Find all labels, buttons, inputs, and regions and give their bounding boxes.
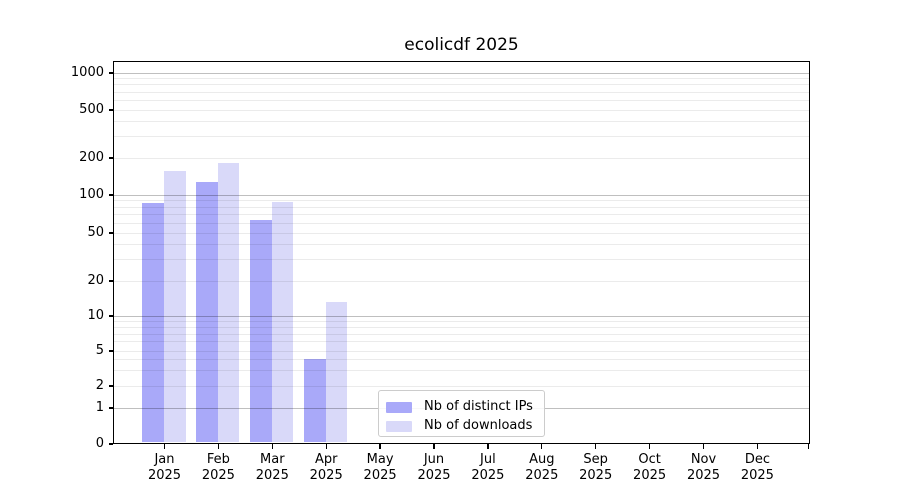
- legend-swatch-downloads: [386, 421, 412, 432]
- y-axis-tick-label: 5: [95, 343, 104, 358]
- y-axis-tick-mark: [108, 407, 113, 409]
- x-axis-tick-label: Jan 2025: [147, 452, 182, 483]
- y-axis-tick-mark: [108, 350, 113, 352]
- grid-line-minor: [114, 214, 809, 216]
- grid-line-minor: [114, 157, 809, 159]
- grid-line-minor: [114, 326, 809, 328]
- bar-distinct-ips: [250, 219, 272, 442]
- x-axis-tick-mark: [325, 444, 327, 449]
- grid-line-minor: [114, 99, 809, 101]
- y-axis-tick-label: 100: [79, 187, 104, 202]
- x-axis-tick-mark: [702, 444, 705, 449]
- x-axis-tick-label: May 2025: [363, 452, 397, 483]
- legend-item-distinct-ips: Nb of distinct IPs: [379, 399, 544, 415]
- grid-line-minor: [114, 136, 809, 138]
- y-axis-tick-mark: [108, 194, 113, 196]
- y-axis-tick-label: 50: [87, 225, 104, 240]
- grid-line-minor: [114, 259, 809, 261]
- x-axis-tick-mark: [163, 444, 166, 449]
- x-axis-tick-mark: [541, 444, 543, 449]
- y-axis-tick-mark: [108, 232, 113, 234]
- grid-line-minor: [114, 320, 809, 322]
- y-axis-tick-label: 0: [95, 436, 104, 451]
- grid-line-major: [114, 72, 809, 74]
- y-axis-tick-label: 10: [87, 308, 104, 323]
- y-axis-tick-label: 1000: [70, 65, 104, 80]
- grid-line-minor: [114, 232, 809, 234]
- grid-line-minor: [114, 200, 809, 202]
- x-axis-tick-mark: [217, 444, 220, 449]
- x-axis-tick-mark: [379, 444, 381, 449]
- chart-title: ecolicdf 2025: [404, 35, 519, 55]
- y-axis-tick-mark: [108, 443, 113, 445]
- x-axis-tick-mark: [756, 444, 759, 449]
- grid-line-minor: [114, 333, 809, 335]
- grid-line-minor: [114, 91, 809, 93]
- x-axis-edge-tick-mark: [808, 444, 810, 449]
- y-axis-tick-mark: [108, 385, 113, 387]
- x-axis-tick-label: Sep 2025: [579, 452, 613, 483]
- bar-downloads: [271, 202, 294, 442]
- bar-downloads: [325, 302, 348, 442]
- y-axis-tick-mark: [108, 157, 113, 159]
- grid-line-minor: [114, 385, 809, 387]
- bar-downloads: [164, 171, 186, 442]
- y-axis-tick-label: 500: [79, 102, 104, 117]
- grid-line-minor: [114, 244, 809, 246]
- x-axis-tick-label: Feb 2025: [201, 452, 235, 483]
- x-axis-tick-label: Jun 2025: [417, 452, 451, 483]
- x-axis-tick-mark: [595, 444, 597, 449]
- x-axis-tick-mark: [648, 444, 651, 449]
- x-axis-tick-label: Apr 2025: [309, 452, 343, 483]
- grid-line-minor: [114, 359, 809, 361]
- y-axis-tick-mark: [108, 315, 113, 317]
- grid-line-major: [114, 315, 809, 317]
- grid-line-minor: [114, 206, 809, 208]
- grid-line-minor: [114, 341, 809, 343]
- x-axis-tick-mark: [433, 444, 435, 449]
- legend-label: Nb of downloads: [424, 418, 533, 433]
- y-axis-tick-mark: [108, 109, 113, 111]
- bar-distinct-ips: [196, 181, 218, 442]
- x-axis-tick-label: Dec 2025: [740, 452, 774, 483]
- grid-line-minor: [114, 84, 809, 86]
- legend: Nb of distinct IPs Nb of downloads: [378, 390, 545, 437]
- y-axis-tick-mark: [108, 72, 113, 74]
- grid-line-minor: [114, 222, 809, 224]
- y-axis-tick-label: 1: [95, 400, 104, 415]
- grid-line-major: [114, 194, 809, 196]
- x-axis-tick-label: Mar 2025: [255, 452, 289, 483]
- y-axis-tick-label: 20: [87, 273, 104, 288]
- y-axis-tick-label: 200: [79, 150, 104, 165]
- grid-line-minor: [114, 280, 809, 282]
- x-axis-tick-mark: [487, 444, 489, 449]
- grid-line-minor: [114, 109, 809, 111]
- legend-swatch-distinct-ips: [386, 402, 412, 413]
- y-axis-tick-label: 2: [95, 378, 104, 393]
- legend-label: Nb of distinct IPs: [424, 399, 533, 414]
- x-axis-tick-label: Nov 2025: [686, 452, 721, 483]
- grid-line-minor: [114, 78, 809, 80]
- x-axis-tick-mark: [271, 444, 273, 449]
- x-axis-tick-label: Jul 2025: [471, 452, 505, 483]
- bar-distinct-ips: [142, 203, 164, 442]
- grid-line-minor: [114, 370, 809, 371]
- x-axis-tick-label: Oct 2025: [633, 452, 667, 483]
- grid-line-minor: [114, 121, 809, 123]
- bar-downloads: [217, 163, 240, 442]
- plot-area: [113, 61, 810, 444]
- y-axis-tick-mark: [108, 280, 113, 282]
- x-axis-tick-label: Aug 2025: [525, 452, 559, 483]
- grid-line-minor: [114, 350, 809, 352]
- legend-item-downloads: Nb of downloads: [379, 418, 544, 434]
- bar-distinct-ips: [304, 359, 326, 442]
- plot-inner: [114, 62, 809, 443]
